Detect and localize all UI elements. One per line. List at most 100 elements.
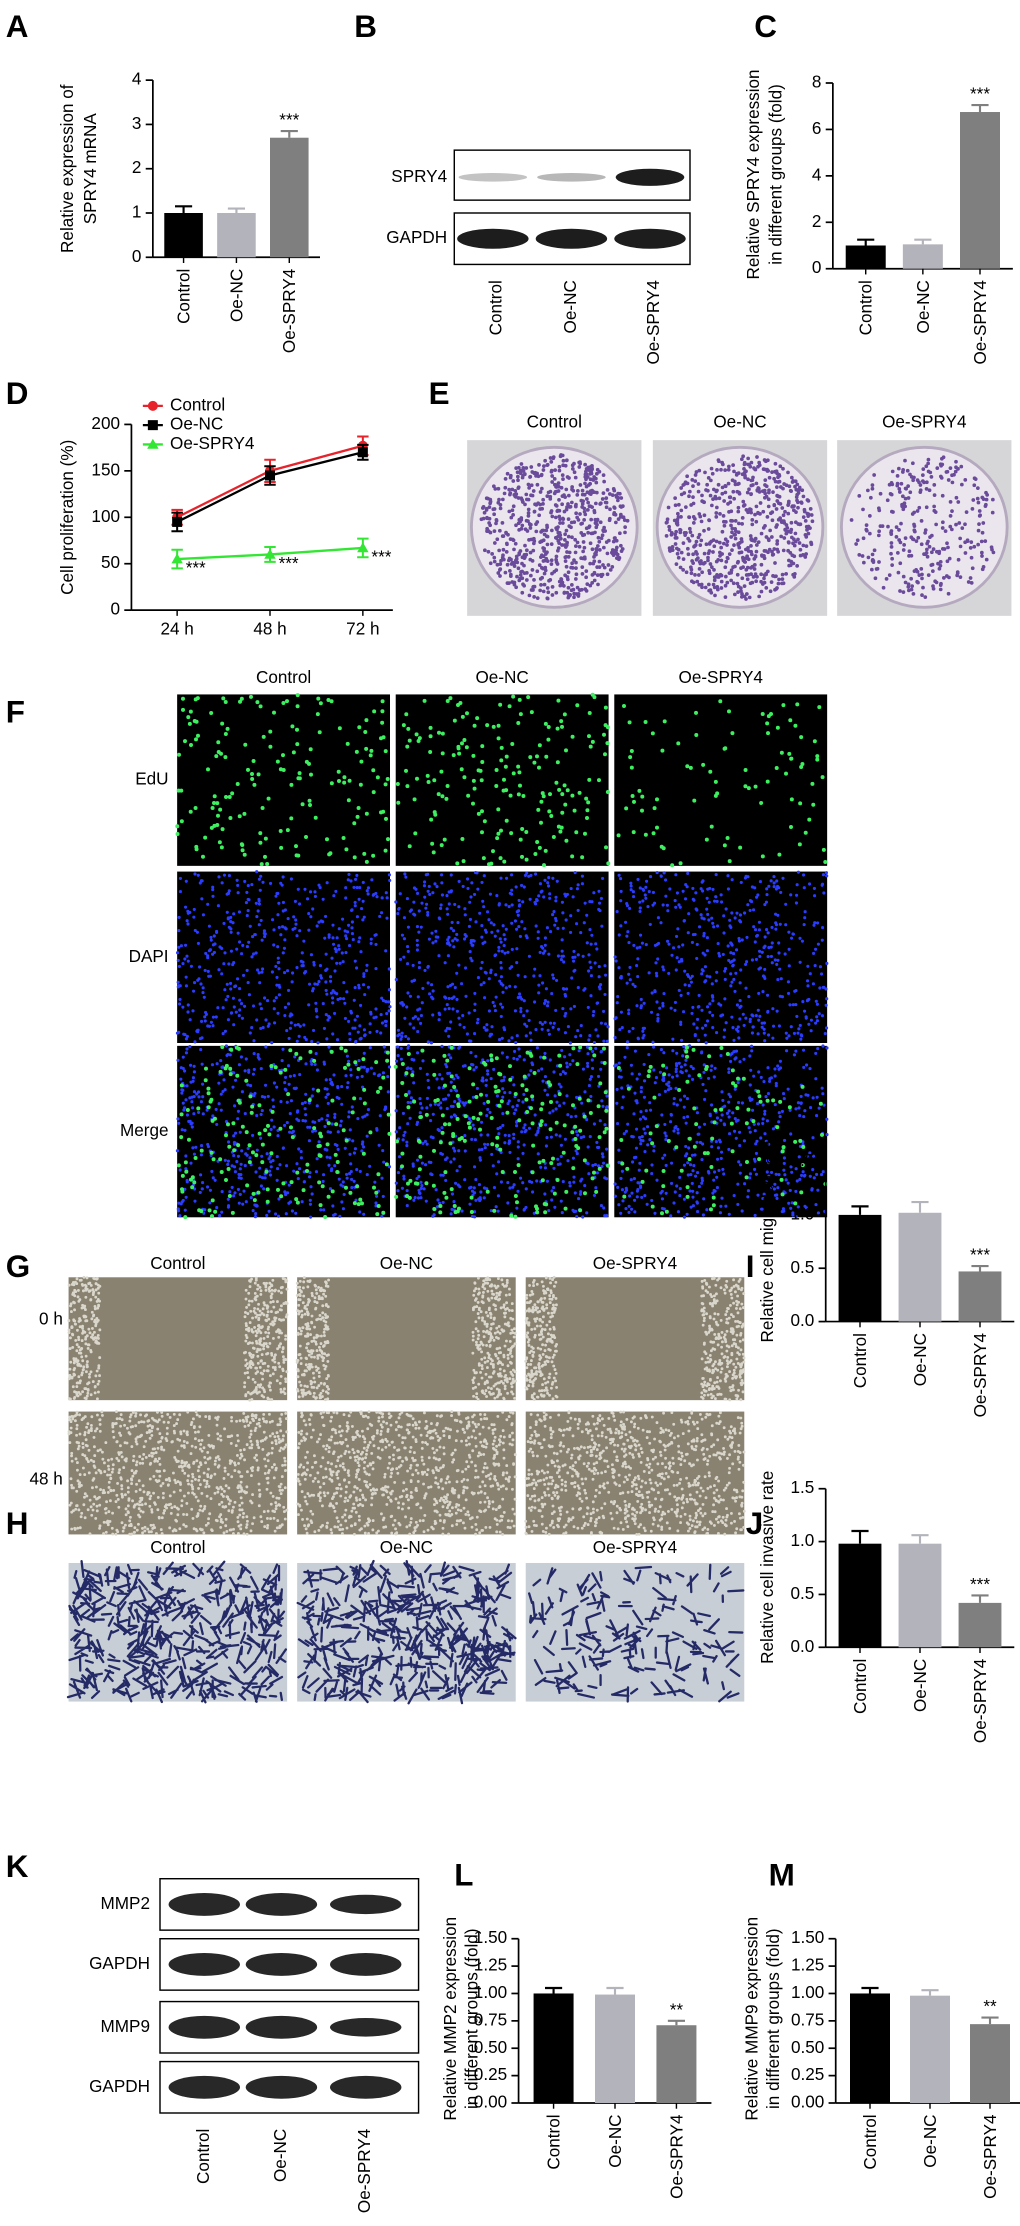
fluorescence-image xyxy=(177,871,390,1043)
significance: *** xyxy=(970,1574,990,1594)
blot-band xyxy=(245,1893,318,1916)
x-tick-label: 24 h xyxy=(160,619,193,639)
column-label: Oe-NC xyxy=(475,667,528,687)
edu-nuclei xyxy=(616,1045,828,1216)
y-tick-label: 0.25 xyxy=(474,2064,507,2084)
y-tick-label: 1.5 xyxy=(790,1150,814,1170)
y-axis-label: Relative cell invasive rate xyxy=(757,1471,777,1664)
colonies xyxy=(479,453,630,601)
panel-letter: J xyxy=(746,1506,763,1541)
marker xyxy=(147,400,158,411)
significance: *** xyxy=(186,558,206,578)
edu-nuclei xyxy=(616,699,828,868)
bar xyxy=(960,112,1000,269)
colonies xyxy=(664,454,815,601)
significance: ** xyxy=(670,1999,684,2019)
blot-column-label: Oe-SPRY4 xyxy=(643,280,663,365)
wound-image xyxy=(68,1277,288,1401)
error-bar xyxy=(971,103,989,113)
marker xyxy=(264,548,276,559)
significance: *** xyxy=(970,84,990,104)
y-tick-label: 0.75 xyxy=(791,2009,824,2029)
marker xyxy=(357,542,369,553)
dapi-nuclei xyxy=(613,1044,829,1219)
y-tick-label: 1.0 xyxy=(790,1203,814,1223)
marker xyxy=(147,438,159,449)
y-axis-label: Relative expression of xyxy=(57,84,77,253)
y-tick-label: 1.5 xyxy=(790,1477,814,1497)
significance: ** xyxy=(983,1996,997,2016)
cells xyxy=(67,1275,102,1401)
error-bar xyxy=(971,1594,989,1603)
blot-band xyxy=(535,228,608,249)
x-tick-label: Control xyxy=(856,280,876,335)
y-tick-label: 0.00 xyxy=(474,2092,507,2112)
x-tick-label: Control xyxy=(850,1659,870,1714)
y-axis-label: SPRY4 mRNA xyxy=(80,113,100,225)
x-tick-label: Oe-SPRY4 xyxy=(970,280,990,365)
column-label: Control xyxy=(150,1537,205,1557)
legend-label: Control xyxy=(170,394,225,414)
blot-column-label: Control xyxy=(486,280,506,335)
marker xyxy=(172,516,183,527)
y-tick-label: 100 xyxy=(91,506,120,526)
edu-nuclei xyxy=(175,693,391,867)
y-tick-label: 0.50 xyxy=(791,2037,824,2057)
y-tick-label: 1.25 xyxy=(474,1955,507,1975)
bar xyxy=(850,1993,890,2103)
y-tick-label: 1 xyxy=(132,202,142,222)
blot-band xyxy=(245,2075,318,2099)
y-tick-label: 6 xyxy=(812,118,822,138)
error-bar xyxy=(911,1534,929,1544)
y-tick-label: 150 xyxy=(91,459,120,479)
bar xyxy=(217,213,256,258)
blot-column-label: Oe-SPRY4 xyxy=(354,2128,374,2213)
error-bar xyxy=(921,1989,939,1996)
dapi-nuclei xyxy=(175,870,392,1045)
blot-band xyxy=(168,2015,240,2039)
y-tick-label: 50 xyxy=(101,552,120,572)
blot-row-label: GAPDH xyxy=(89,2076,150,2096)
x-tick-label: Oe-SPRY4 xyxy=(980,2114,1000,2199)
row-label: 48 h xyxy=(30,1469,63,1489)
cells xyxy=(243,1276,289,1402)
x-tick-label: Oe-NC xyxy=(920,2114,940,2167)
column-label: Control xyxy=(527,412,582,432)
panel-letter: B xyxy=(354,9,377,44)
blot-column-label: Oe-NC xyxy=(270,2129,290,2182)
x-tick-label: Control xyxy=(174,269,194,324)
blot-column-label: Control xyxy=(193,2129,213,2184)
row-label: 0 h xyxy=(39,1309,63,1329)
blot-band xyxy=(330,1894,402,1915)
column-label: Control xyxy=(256,667,311,687)
column-label: Oe-SPRY4 xyxy=(593,1537,678,1557)
legend-label: Oe-NC xyxy=(170,414,223,434)
cells xyxy=(296,1410,517,1536)
blot-row-label: GAPDH xyxy=(386,227,447,247)
panel-letter: E xyxy=(429,376,450,411)
x-tick-label: Control xyxy=(860,2114,880,2169)
panel-letter: K xyxy=(6,1849,29,1884)
panel-letter: I xyxy=(746,1249,755,1284)
y-tick-label: 0.00 xyxy=(791,2092,824,2112)
blot-band xyxy=(245,2015,318,2039)
y-tick-label: 1.00 xyxy=(474,1982,507,2002)
bar xyxy=(898,1543,942,1648)
blot-column-label: Oe-NC xyxy=(560,280,580,333)
x-tick-label: 72 h xyxy=(346,619,379,639)
cells xyxy=(295,1276,330,1402)
wound-image xyxy=(525,1277,745,1401)
x-tick-label: Oe-SPRY4 xyxy=(970,1333,990,1418)
row-label: Merge xyxy=(120,1120,169,1140)
cells xyxy=(471,1276,517,1401)
error-bar xyxy=(280,130,298,138)
x-tick-label: Oe-NC xyxy=(605,2114,625,2167)
y-tick-label: 0.0 xyxy=(790,1310,814,1330)
y-tick-label: 1.50 xyxy=(474,1927,507,1947)
bar xyxy=(898,1212,942,1322)
row-label: DAPI xyxy=(129,946,169,966)
bar xyxy=(164,213,203,258)
y-tick-label: 1.25 xyxy=(791,1955,824,1975)
blot-band xyxy=(330,2018,402,2037)
